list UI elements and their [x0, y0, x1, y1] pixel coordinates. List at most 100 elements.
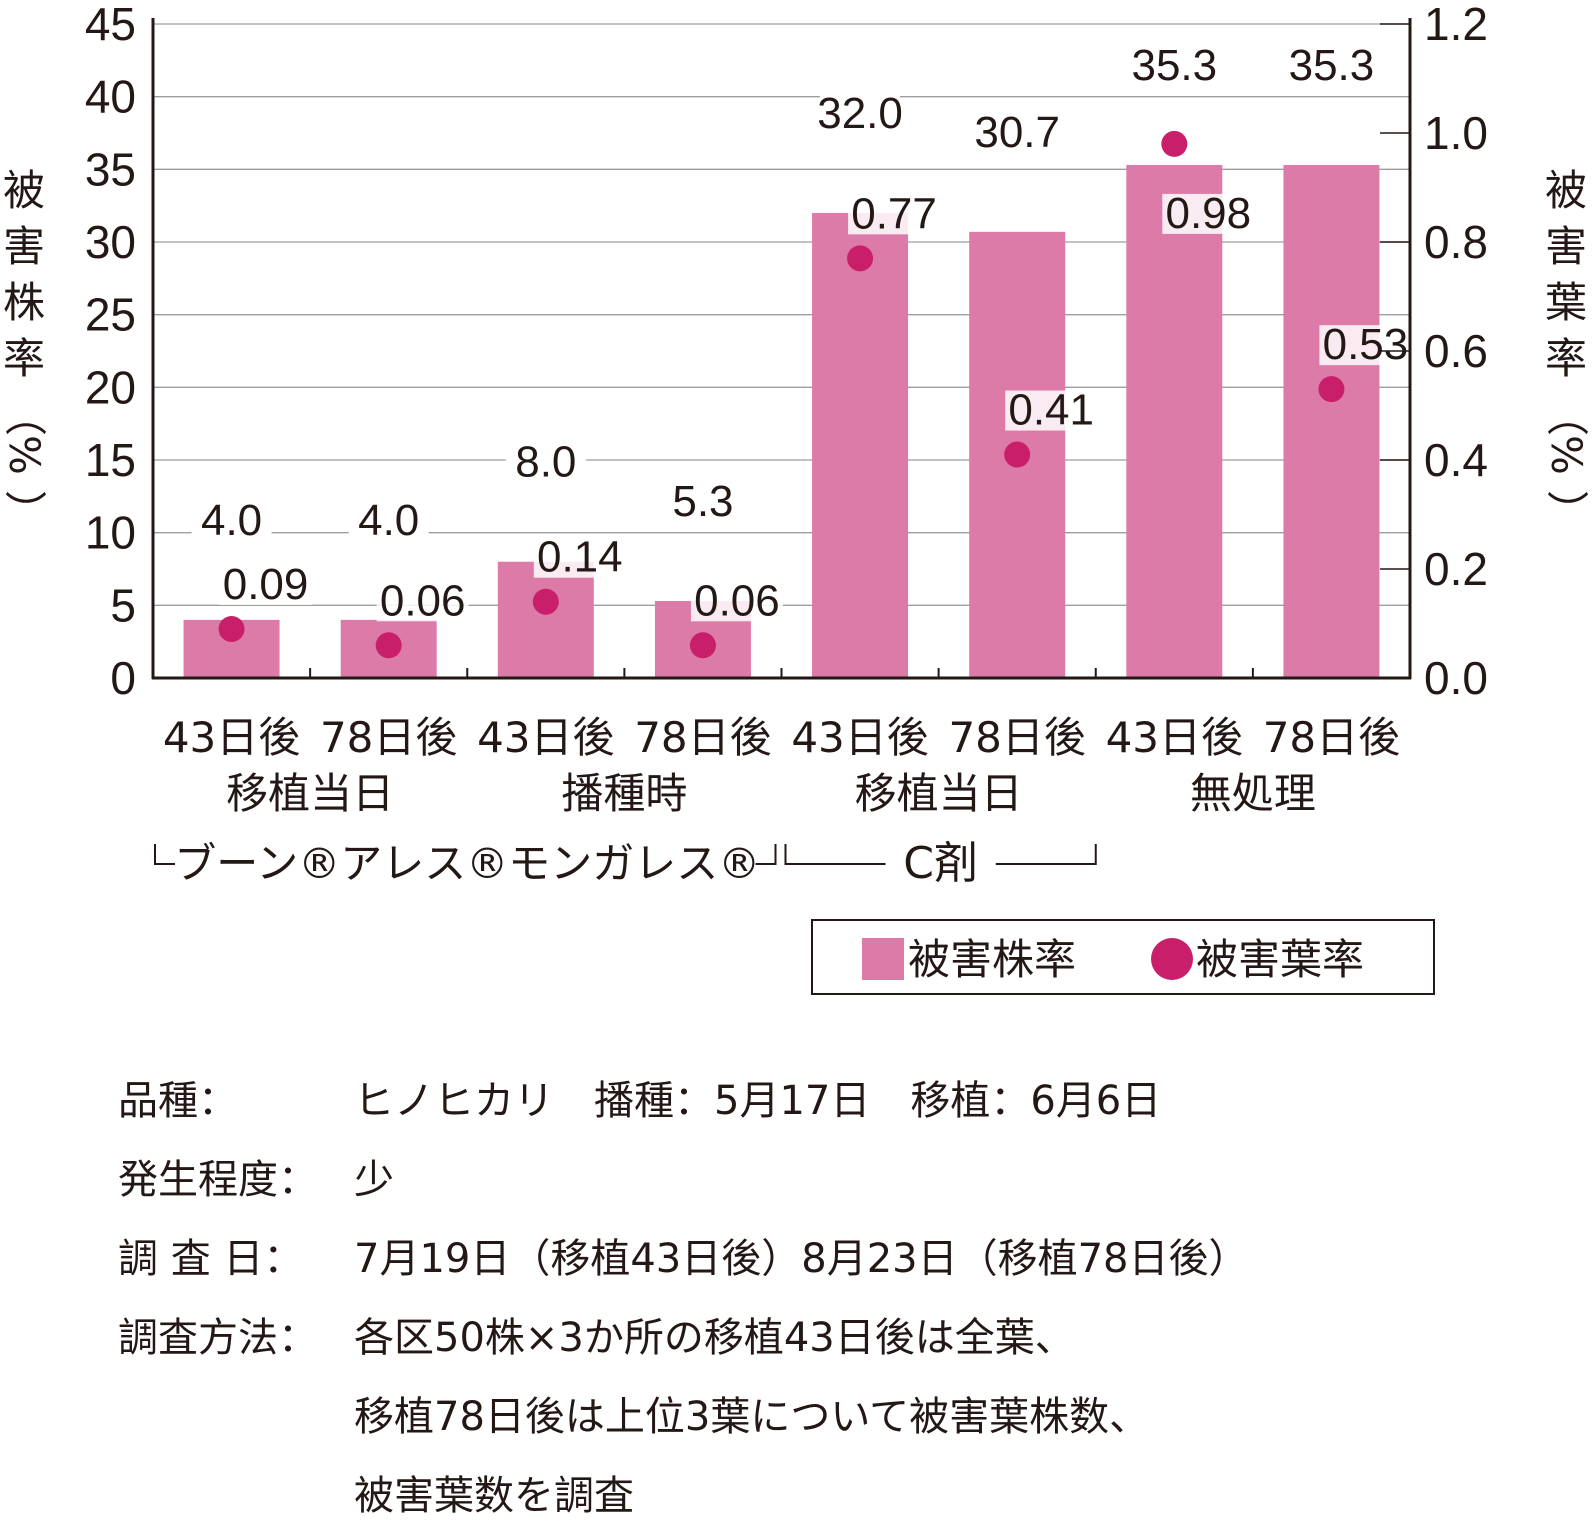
x-category-label: 43日後 [791, 713, 928, 762]
bar-label-background [348, 500, 429, 541]
dot-marker [1004, 441, 1031, 468]
bar-label-background [662, 481, 743, 522]
dot-label-background [533, 537, 626, 578]
product-groups: ブーン®アレス®モンガレス® C剤 [154, 838, 1097, 889]
right-axis-title-char: ） [1542, 490, 1591, 532]
right-axis-title-char: % [1542, 435, 1591, 475]
bar-value-label: 4.0 [201, 496, 262, 545]
bracket-left-corner [154, 844, 175, 865]
chart: 4.0 4.0 8.0 5.3 32.0 30.7 35.3 35.3 0.09 0.06 0.1… [0, 0, 1591, 995]
right-tick-label: 0.2 [1424, 543, 1488, 595]
dot-series [218, 130, 1345, 659]
dot-value-label: 0.06 [380, 576, 466, 625]
dot-value-label: 0.41 [1008, 386, 1094, 435]
left-tick-label: 0 [110, 652, 136, 704]
note-value: 各区50株×3か所の移植43日後は全葉、 [354, 1315, 1075, 1361]
bar-value-label: 8.0 [515, 438, 576, 487]
left-axis-title-char: ） [0, 490, 49, 532]
legend-bar-swatch [862, 938, 904, 980]
timing-label: 移植当日 [226, 769, 394, 818]
dot-label-background [376, 581, 469, 622]
bar-value-label: 5.3 [672, 477, 733, 526]
bar-value-label: 35.3 [1289, 41, 1375, 90]
dot-marker [689, 632, 716, 659]
bar-value-label: 32.0 [817, 89, 903, 138]
right-tick-label: 0.6 [1424, 325, 1488, 377]
dot-label-background [219, 564, 312, 605]
dot-marker [1161, 130, 1188, 157]
notes: 品種： ヒノヒカリ 播種：5月17日 移植：6月6日 発生程度： 少 調 査 日… [118, 1062, 1249, 1536]
dot-value-label: 0.14 [537, 533, 623, 582]
bar-label-background [977, 112, 1058, 153]
legend-bar-label: 被害株率 [908, 935, 1076, 984]
dot-marker [847, 245, 874, 272]
dot-label-background [1319, 325, 1412, 366]
right-axis-title-char: 葉 [1545, 278, 1587, 327]
right-tick-label: 0.4 [1424, 434, 1488, 486]
right-axis-title-char: （ [1542, 394, 1591, 436]
left-tick-label: 35 [85, 143, 136, 195]
left-tick-label: 45 [85, 0, 136, 50]
dot-marker [218, 615, 245, 642]
left-axis-title-char: （ [0, 394, 49, 436]
right-tick-label: 0.8 [1424, 216, 1488, 268]
x-category-label: 78日後 [1263, 713, 1400, 762]
dot-value-label: 0.77 [851, 189, 937, 238]
bar-value-label: 4.0 [358, 496, 419, 545]
right-tick-label: 1.0 [1424, 107, 1488, 159]
dot-marker [532, 588, 559, 615]
left-tick-label: 20 [85, 361, 136, 413]
note-label: 品種： [118, 1078, 238, 1124]
right-axis-title-char: 害 [1545, 222, 1587, 271]
x-category-label: 78日後 [320, 713, 457, 762]
dot-label-background [690, 581, 783, 622]
bar-label-background [505, 442, 586, 483]
note-method-continuation: 被害葉数を調査 [354, 1473, 634, 1519]
x-category-label: 78日後 [948, 713, 1085, 762]
bar [1126, 164, 1223, 678]
left-axis-ticks: 0 5 10 15 20 25 30 35 40 45 [85, 0, 136, 704]
left-tick-label: 5 [110, 579, 136, 631]
bar-value-label: 35.3 [1131, 41, 1217, 90]
left-tick-label: 10 [85, 507, 136, 559]
note-method: 調査方法： 各区50株×3か所の移植43日後は全葉、 [118, 1299, 1249, 1378]
bracket-left-line [784, 844, 886, 865]
x-category-label: 43日後 [477, 713, 614, 762]
bar [1283, 164, 1380, 678]
axes [151, 18, 1412, 680]
dot-label-background [848, 194, 941, 235]
left-tick-label: 40 [85, 71, 136, 123]
dot-value-label: 0.98 [1165, 189, 1251, 238]
timing-label: 移植当日 [855, 769, 1023, 818]
bracket-right-corner [755, 844, 777, 865]
note-label: 発生程度： [118, 1157, 318, 1203]
note-value: 7月19日（移植43日後）8月23日（移植78日後） [354, 1236, 1249, 1282]
legend-box [811, 919, 1435, 995]
bar-label-background [1134, 45, 1215, 86]
bar-label-background [191, 500, 272, 541]
note-variety: 品種： ヒノヒカリ 播種：5月17日 移植：6月6日 [118, 1062, 1249, 1141]
axis-titles: 被害株率 （% ） 被害葉率 （% ） [0, 166, 1591, 532]
note-occurrence: 発生程度： 少 [118, 1141, 1249, 1220]
dot-label-background [1162, 193, 1255, 234]
dot-value-label: 0.53 [1323, 320, 1409, 369]
note-label: 調査方法： [118, 1315, 318, 1361]
timing-label: 播種時 [561, 769, 687, 818]
right-axis-title-char: 率 [1545, 334, 1587, 383]
left-axis-title-char: % [0, 435, 49, 475]
right-tick-label: 0.0 [1424, 652, 1488, 704]
bracket-right-line [995, 844, 1097, 865]
dot-label-background [1005, 390, 1098, 431]
left-axis-title-char: 害 [3, 222, 45, 271]
dot-value-label: 0.06 [694, 576, 780, 625]
legend-dot-label: 被害葉率 [1196, 935, 1364, 984]
bar-series [183, 164, 1380, 678]
x-category-label: 78日後 [634, 713, 771, 762]
left-tick-label: 25 [85, 289, 136, 341]
bar [812, 212, 909, 678]
bar-label-background [820, 93, 901, 134]
right-axis-ticks: 0.0 0.2 0.4 0.6 0.8 1.0 1.2 [1424, 0, 1488, 704]
bar-labels: 4.0 4.0 8.0 5.3 32.0 30.7 35.3 35.3 [191, 41, 1375, 545]
timing-label: 無処理 [1190, 769, 1316, 818]
